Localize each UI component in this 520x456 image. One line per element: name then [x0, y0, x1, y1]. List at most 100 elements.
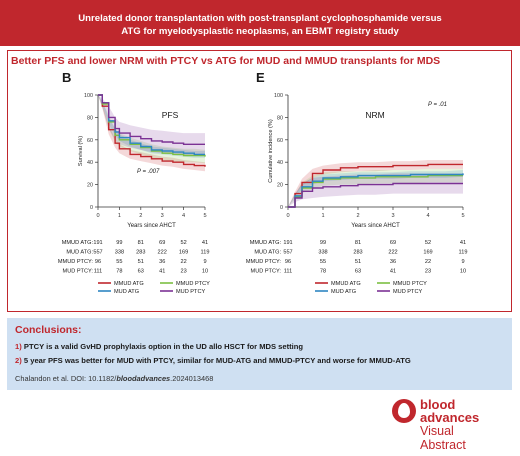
citation-suffix: .2024013468: [170, 374, 213, 383]
pfs-legend-label: MUD ATG: [114, 289, 139, 295]
pfs-x-tick-label: 2: [139, 213, 142, 219]
conclusion-1-text: PTCY is a valid GvHD prophylaxis option …: [24, 342, 303, 351]
nrm-x-tick-label: 5: [461, 213, 464, 219]
pfs-risk-value: 169: [179, 250, 188, 256]
nrm-risk-value: 23: [425, 269, 431, 275]
pfs-x-tick-label: 5: [203, 213, 206, 219]
pfs-risk-value: 63: [138, 269, 144, 275]
conclusion-1-number: 1): [15, 342, 22, 351]
nrm-risk-value: 69: [390, 240, 396, 246]
pfs-risk-value: 51: [138, 259, 144, 265]
nrm-y-tick-label: 0: [280, 205, 283, 211]
pfs-y-tick-label: 80: [87, 115, 93, 121]
pfs-risk-value: 81: [138, 240, 144, 246]
pfs-legend-label: MUD PTCY: [176, 289, 205, 295]
nrm-y-tick-label: 100: [274, 93, 283, 99]
nrm-legend-label: MMUD PTCY: [393, 281, 427, 287]
pfs-risk-value: 78: [116, 269, 122, 275]
pfs-risk-value: 111: [94, 269, 103, 275]
pfs-x-tick-label: 1: [118, 213, 121, 219]
pfs-risk-value: 222: [158, 250, 167, 256]
nrm-risk-value: 22: [425, 259, 431, 265]
citation-prefix: Chalandon et al. DOI: 10.1182/: [15, 374, 116, 383]
nrm-risk-value: 36: [390, 259, 396, 265]
pfs-legend-label: MMUD ATG: [114, 281, 144, 287]
nrm-risk-value: 81: [355, 240, 361, 246]
citation: Chalandon et al. DOI: 10.1182/bloodadvan…: [15, 374, 213, 383]
journal-brand: blood advances Visual Abstract: [392, 399, 518, 455]
nrm-risk-value: 222: [388, 250, 397, 256]
pfs-risk-value: 119: [201, 250, 210, 256]
nrm-x-tick-label: 2: [356, 213, 359, 219]
brand-line2: advances: [420, 410, 479, 425]
nrm-risk-value: 557: [283, 250, 292, 256]
pfs-risk-value: 41: [159, 269, 165, 275]
blood-drop-logo-icon: [392, 399, 416, 423]
pfs-risk-row-label: MUD ATG:: [66, 250, 93, 256]
pfs-legend-label: MMUD PTCY: [176, 281, 210, 287]
nrm-risk-value: 10: [460, 269, 466, 275]
nrm-risk-value: 96: [285, 259, 291, 265]
pfs-risk-value: 41: [202, 240, 208, 246]
pfs-risk-row-label: MMUD ATG:: [62, 240, 94, 246]
nrm-risk-row-label: MMUD ATG:: [250, 240, 282, 246]
nrm-y-tick-label: 20: [277, 183, 283, 189]
conclusion-item-1: 1) PTCY is a valid GvHD prophylaxis opti…: [15, 342, 303, 351]
pfs-risk-row-label: MUD PTCY:: [63, 269, 94, 275]
pfs-y-axis-label: Survival (%): [78, 136, 84, 166]
pfs-x-tick-label: 0: [96, 213, 99, 219]
pfs-y-tick-label: 0: [90, 205, 93, 211]
nrm-y-axis-label: Cumulative incidence (%): [268, 119, 274, 183]
nrm-risk-value: 63: [355, 269, 361, 275]
nrm-legend-label: MUD ATG: [331, 289, 356, 295]
conclusion-2-number: 2): [15, 356, 22, 365]
nrm-risk-value: 55: [320, 259, 326, 265]
nrm-risk-row-label: MMUD PTCY:: [246, 259, 282, 265]
citation-journal: bloodadvances: [116, 374, 170, 383]
nrm-x-tick-label: 1: [321, 213, 324, 219]
pfs-risk-row-label: MMUD PTCY:: [58, 259, 94, 265]
nrm-risk-value: 283: [353, 250, 362, 256]
conclusions-box: Conclusions: 1) PTCY is a valid GvHD pro…: [7, 318, 512, 390]
nrm-risk-value: 51: [355, 259, 361, 265]
nrm-x-axis-label: Years since AHCT: [351, 223, 400, 229]
pfs-p-value: P = .007: [137, 169, 160, 175]
nrm-legend-label: MUD PTCY: [393, 289, 422, 295]
nrm-risk-value: 41: [460, 240, 466, 246]
nrm-legend-label: MMUD ATG: [331, 281, 361, 287]
pfs-y-tick-label: 40: [87, 160, 93, 166]
pfs-y-tick-label: 20: [87, 183, 93, 189]
conclusion-item-2: 2) 5 year PFS was better for MUD with PT…: [15, 356, 411, 365]
pfs-risk-value: 52: [180, 240, 186, 246]
pfs-risk-value: 191: [93, 240, 102, 246]
pfs-risk-value: 338: [115, 250, 124, 256]
nrm-risk-value: 191: [283, 240, 292, 246]
nrm-x-tick-label: 4: [426, 213, 429, 219]
conclusion-2-text: 5 year PFS was better for MUD with PTCY,…: [24, 356, 411, 365]
pfs-y-tick-label: 100: [84, 93, 93, 99]
brand-line3: Visual: [420, 424, 454, 438]
pfs-risk-value: 557: [93, 250, 102, 256]
nrm-panel-letter: E: [256, 70, 265, 85]
pfs-panel-letter: B: [62, 70, 71, 85]
nrm-y-tick-label: 60: [277, 138, 283, 144]
nrm-x-tick-label: 0: [286, 213, 289, 219]
pfs-y-tick-label: 60: [87, 138, 93, 144]
nrm-risk-value: 338: [318, 250, 327, 256]
pfs-x-tick-label: 4: [182, 213, 185, 219]
nrm-risk-value: 99: [320, 240, 326, 246]
nrm-y-tick-label: 40: [277, 160, 283, 166]
nrm-p-value: P = .01: [428, 102, 447, 108]
nrm-risk-value: 111: [284, 269, 293, 275]
nrm-risk-value: 9: [461, 259, 464, 265]
pfs-risk-value: 23: [180, 269, 186, 275]
pfs-chart-title: PFS: [162, 110, 179, 120]
brand-line4: Abstract: [420, 438, 466, 452]
pfs-risk-value: 10: [202, 269, 208, 275]
conclusions-heading: Conclusions:: [15, 324, 82, 336]
pfs-x-tick-label: 3: [161, 213, 164, 219]
pfs-risk-value: 96: [95, 259, 101, 265]
nrm-risk-value: 169: [423, 250, 432, 256]
nrm-risk-value: 119: [459, 250, 468, 256]
pfs-x-axis-label: Years since AHCT: [127, 223, 176, 229]
